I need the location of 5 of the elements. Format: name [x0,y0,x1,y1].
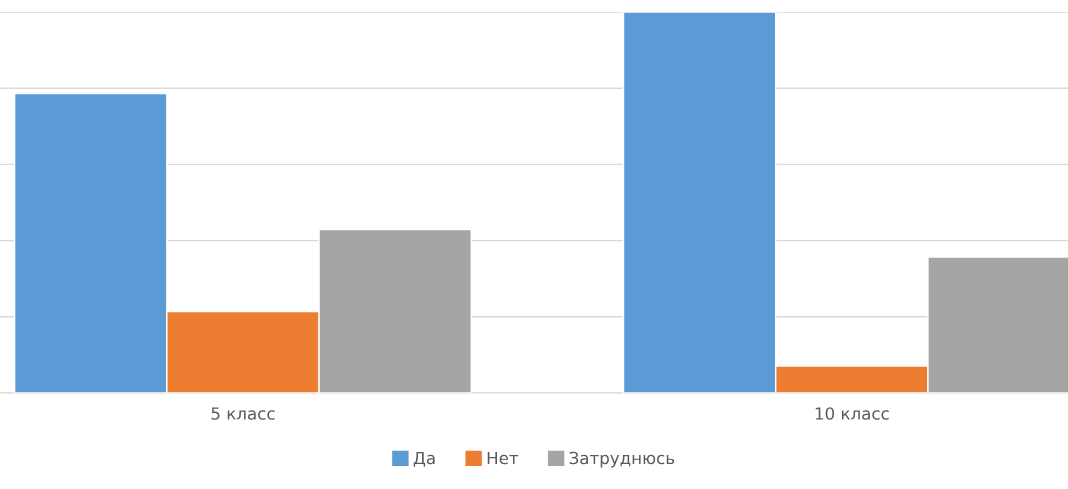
legend-label: Да [413,451,435,467]
x-tick-label: 10 класс [815,407,889,420]
legend-label: Затруднюсь [569,451,675,468]
x-tick-label: 5 класс [211,407,275,420]
legend-label: Нет [487,451,519,465]
